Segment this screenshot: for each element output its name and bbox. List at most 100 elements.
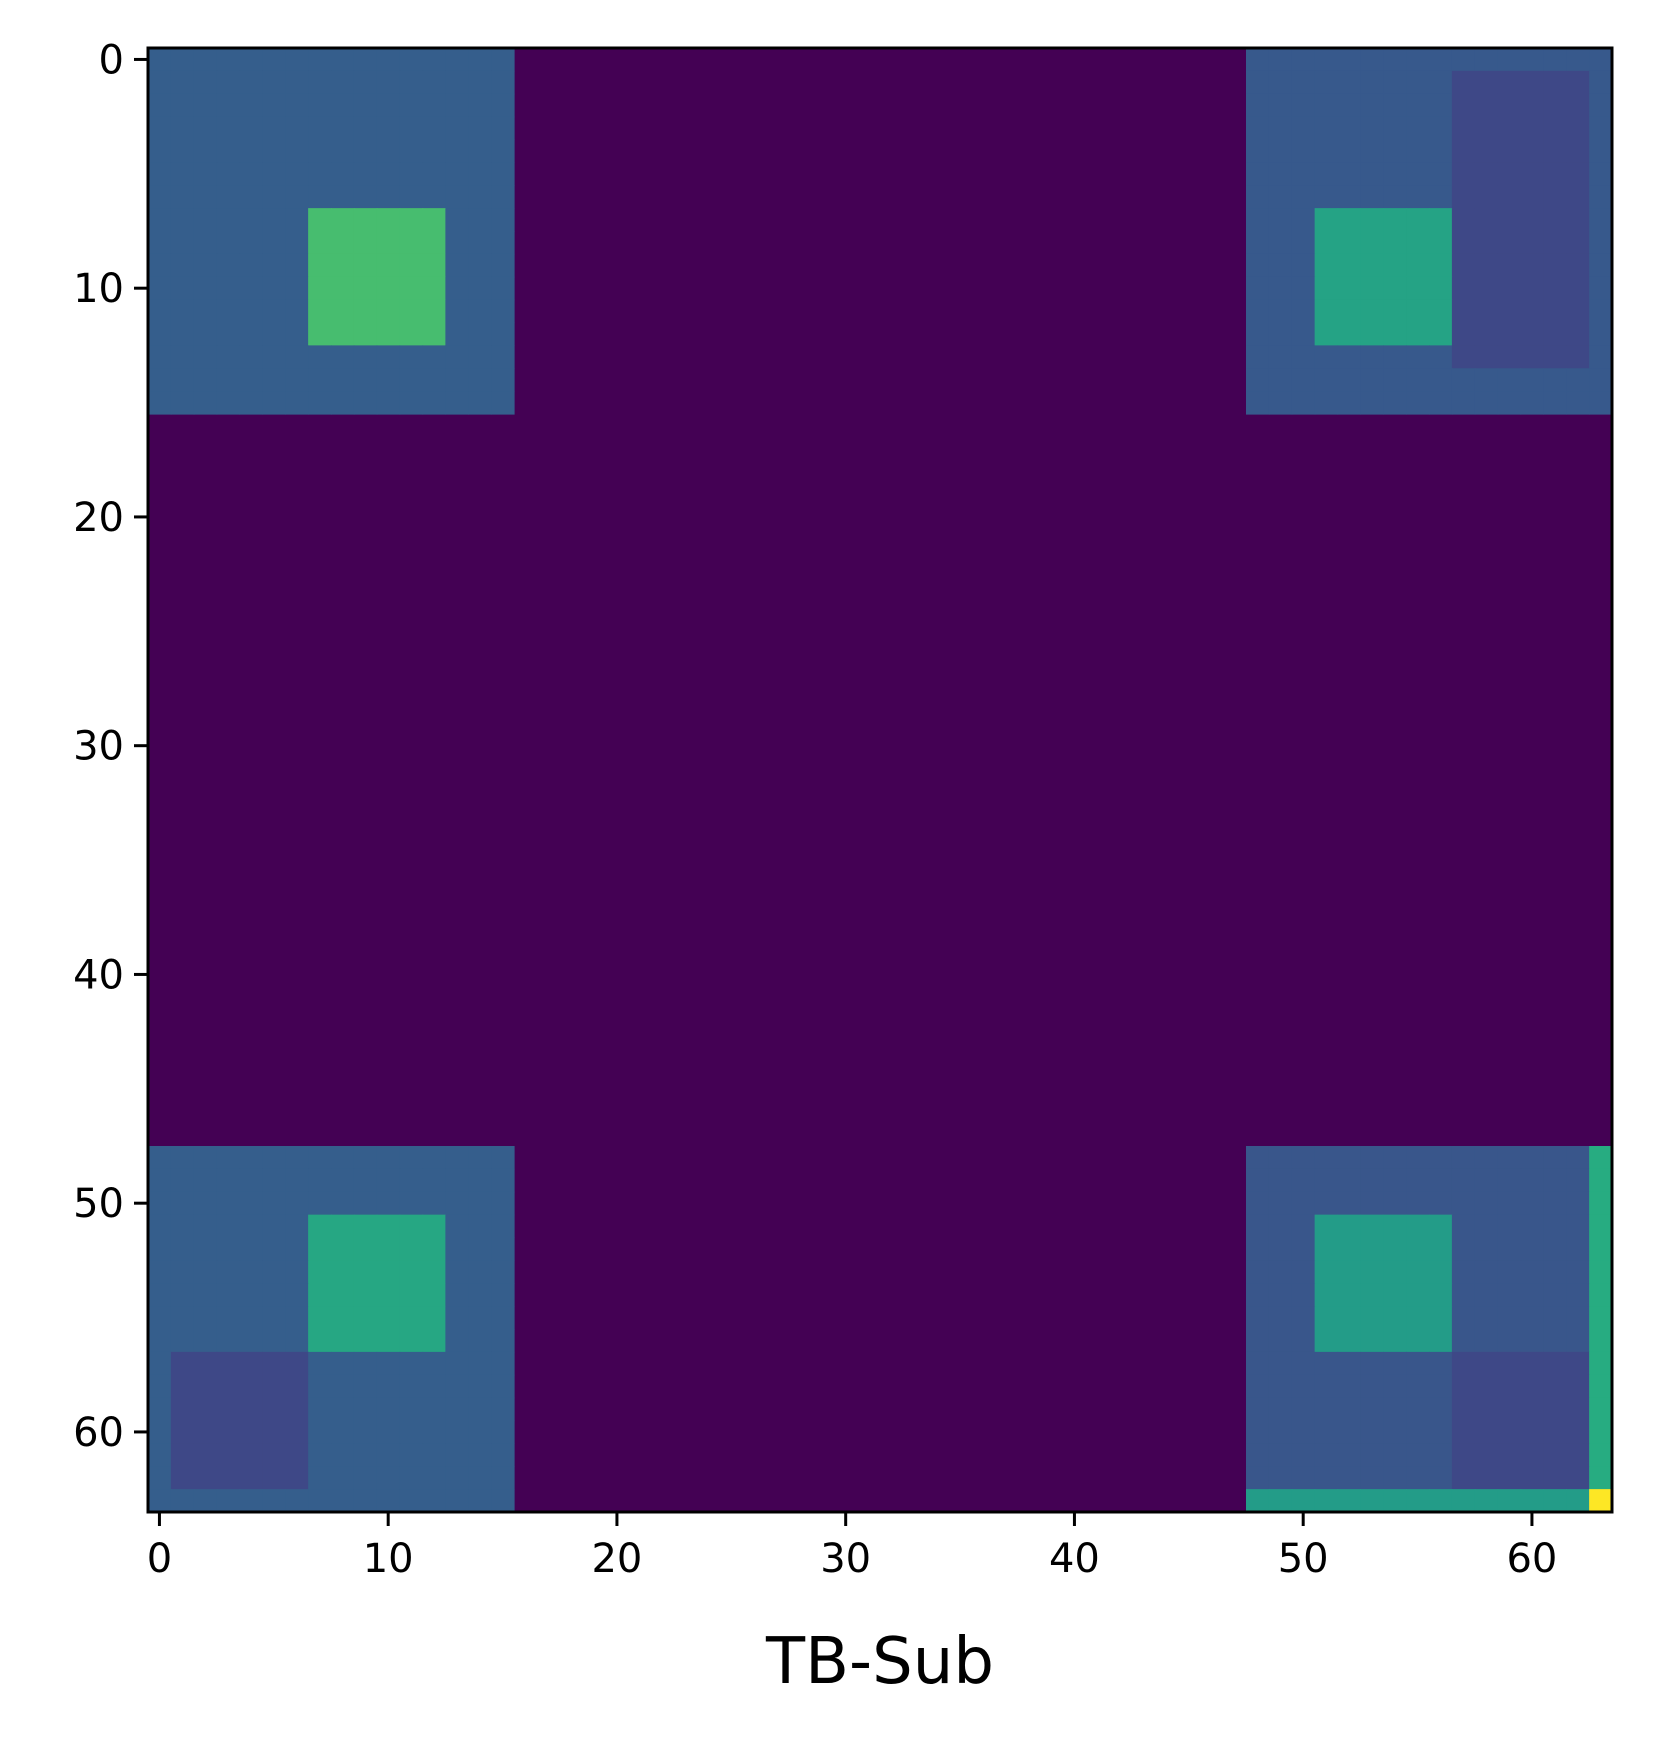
heatmap-cell [1291,93,1316,118]
heatmap-cell [1520,1146,1544,1170]
heatmap-cell [1566,1260,1590,1284]
heatmap-cell [399,1214,424,1239]
heatmap-cell [170,368,195,392]
heatmap-cell [468,1329,492,1353]
heatmap-cell [308,139,332,163]
heatmap-cell [308,48,332,72]
heatmap-cell [1291,1260,1316,1284]
heatmap-cell [399,1443,424,1467]
heatmap-cell [422,276,446,301]
heatmap-cell [1406,322,1430,346]
heatmap-cell [1360,93,1384,118]
heatmap-cell [170,1191,195,1216]
heatmap-cell [1268,1466,1293,1490]
heatmap-cell [1429,231,1453,255]
heatmap-cell [193,48,218,72]
heatmap-cell [216,1489,241,1513]
heatmap-cell [331,70,355,95]
heatmap-cell [285,1214,309,1239]
heatmap-cell [1520,185,1544,209]
heatmap-cell [1589,1443,1613,1467]
heatmap-cell [1543,208,1567,232]
heatmap-cell [1314,253,1339,278]
heatmap-cell [193,1237,218,1261]
heatmap-cell [1314,162,1339,186]
heatmap-cell [376,368,401,392]
heatmap-cell [1429,185,1453,209]
heatmap-cell [422,1260,446,1284]
heatmap-cell [148,368,172,392]
heatmap-cell [445,139,469,163]
heatmap-cell [1429,208,1453,232]
heatmap-cell [445,1329,469,1353]
heatmap-cell [491,276,515,301]
heatmap-cell [445,1466,469,1490]
heatmap-cell [1383,345,1407,369]
heatmap-cell [216,253,241,278]
heatmap-cell [170,276,195,301]
heatmap-cell [1520,322,1544,346]
heatmap-cell [1314,1306,1339,1330]
heatmap-cell [376,1374,401,1399]
heatmap-cell [1520,253,1544,278]
heatmap-cell [1337,253,1361,278]
heatmap-cell [148,299,172,324]
heatmap-cell [1406,345,1430,369]
heatmap-cell [1360,208,1384,232]
heatmap-cell [1474,368,1499,392]
heatmap-cell [1543,1191,1567,1216]
heatmap-cell [216,276,241,301]
heatmap-cell [331,299,355,324]
heatmap-cell [148,1306,172,1330]
heatmap-cell [1246,1351,1270,1376]
heatmap-cell [1406,1191,1430,1216]
heatmap-cell [1543,1260,1567,1284]
heatmap-cell [1566,253,1590,278]
heatmap-cell [331,162,355,186]
heatmap-cell [353,1214,378,1239]
heatmap-cell [1543,70,1567,95]
heatmap-cell [1406,299,1430,324]
heatmap-cell [285,185,309,209]
heatmap-cell [468,1260,492,1284]
heatmap-cell [1543,1283,1567,1307]
heatmap-cell [1383,48,1407,72]
heatmap-cell [193,162,218,186]
heatmap-cell [353,139,378,163]
heatmap-cell [353,1237,378,1261]
heatmap-cell [1337,1237,1361,1261]
heatmap-cell [148,345,172,369]
heatmap-cell [239,185,263,209]
heatmap-cell [1268,1443,1293,1467]
heatmap-cell [1497,208,1522,232]
heatmap-cell [1406,368,1430,392]
heatmap-cell [1406,1466,1430,1490]
heatmap-cell [445,48,469,72]
heatmap-cell [1360,1466,1384,1490]
heatmap-cell [1429,1168,1453,1193]
heatmap-cell [1566,116,1590,141]
heatmap-cell [353,1443,378,1467]
heatmap-cell [1360,276,1384,301]
heatmap-cell [1497,1329,1522,1353]
heatmap-cells [148,48,1613,1513]
heatmap-cell [1543,1146,1567,1170]
heatmap-cell [491,1283,515,1307]
heatmap-cell [491,299,515,324]
heatmap-cell [216,1329,241,1353]
heatmap-cell [376,1260,401,1284]
heatmap-cell [1451,1443,1476,1467]
heatmap-cell [1314,116,1339,141]
heatmap-cell [422,345,446,369]
heatmap-cell [1451,1237,1476,1261]
heatmap-cell [193,1397,218,1422]
heatmap-cell [1566,48,1590,72]
heatmap-cell [193,276,218,301]
heatmap-cell [1383,1466,1407,1490]
heatmap-cell [1314,48,1339,72]
heatmap-cell [1268,93,1293,118]
heatmap-cell [1291,1489,1316,1513]
heatmap-cell [1406,48,1430,72]
heatmap-cell [1383,1489,1407,1513]
heatmap-cell [1589,1283,1613,1307]
